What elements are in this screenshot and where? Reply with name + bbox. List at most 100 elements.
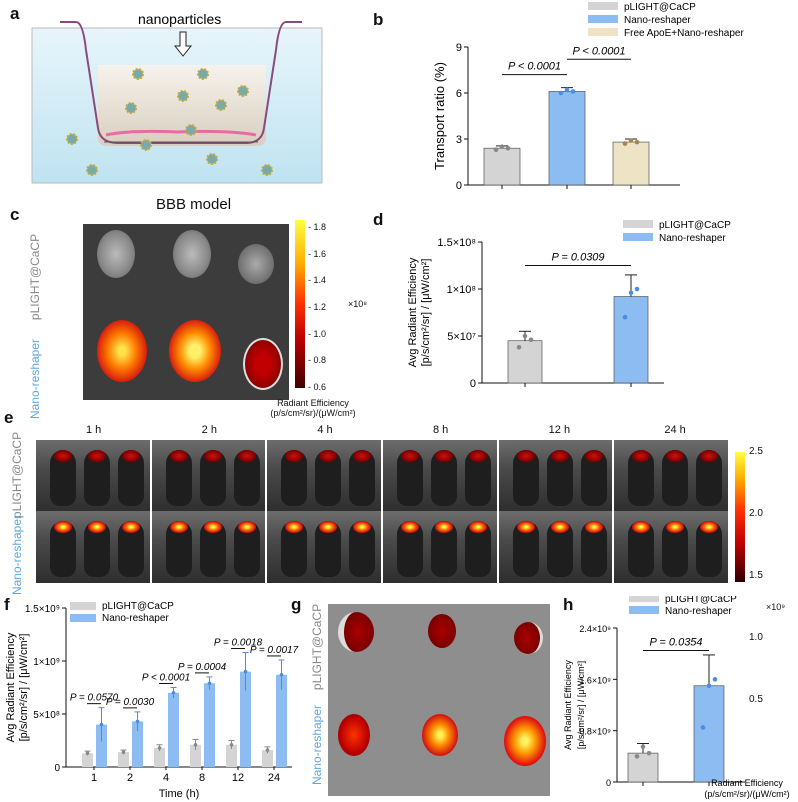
fluorescence-spot [285, 521, 304, 533]
colorbar-h-label-line2: (p/s/cm²/sr)/(μW/cm²) [704, 789, 789, 799]
y-tick-label: 5×10⁷ [447, 331, 476, 343]
pvalue-label: P = 0.0017 [250, 645, 299, 656]
x-tick-label: 2 [127, 772, 133, 784]
data-point [646, 750, 652, 756]
colorbar-c-tick: - 1.4 [308, 275, 327, 286]
panel-label-c: c [10, 205, 20, 224]
fluorescence-spot [550, 450, 569, 462]
bar [154, 747, 165, 767]
data-point [634, 139, 640, 145]
data-point [622, 314, 628, 320]
data-point [85, 751, 90, 756]
legend-swatch [588, 2, 618, 10]
data-point [193, 742, 198, 747]
x-tick-label: 4 [163, 772, 169, 784]
fluorescence-spot [203, 450, 222, 462]
y-axis-label-line1: Avg Radiant Efficiency [407, 257, 419, 367]
fluorescence-spot [54, 521, 72, 533]
y-axis-label-line2: [p/s/cm²/sr] / [μW/cm²] [420, 259, 432, 367]
mouse-image-cell [267, 511, 383, 583]
brain-hot-3 [243, 338, 283, 390]
colorbar-c [295, 220, 305, 388]
time-label: 12 h [548, 424, 571, 436]
colorbar-c-tick: - 1.8 [308, 222, 327, 232]
bar [190, 744, 201, 767]
legend-swatch [629, 606, 659, 614]
colorbar-c-unit: ×10⁸ [348, 299, 368, 309]
colorbar-c-tick: - 1.0 [308, 328, 327, 339]
y-tick-label: 3 [456, 134, 462, 146]
time-label: 4 h [317, 424, 333, 436]
fluorescence-spot [632, 521, 651, 533]
y-tick-label: 0.8×10⁹ [579, 727, 611, 737]
colorbar-c-label-line2: (p/s/cm²/sr)/(μW/cm²) [270, 408, 356, 418]
mouse-image-cell [151, 511, 268, 583]
x-axis-label: Time (h) [159, 788, 200, 800]
panel-e-row2-images [36, 511, 730, 583]
chart-f: 0 5×10⁸ 1×10⁹ 1.5×10⁹ Avg Radiant Efficiency… [5, 601, 299, 800]
fluorescence-spot [632, 450, 651, 462]
legend-swatch [623, 233, 653, 241]
bar [226, 744, 237, 767]
data-point [516, 344, 522, 350]
fluorescence-spot [435, 521, 453, 533]
chart-h: 0 0.8×10⁹ 1.6×10⁹ 2.4×10⁹ Avg Radiant Effici… [563, 596, 790, 799]
mouse-image-cell [267, 440, 383, 512]
fluorescence-spot [169, 450, 188, 462]
pvalue-label: P < 0.0001 [142, 673, 190, 684]
colorbar-c-tick: - 0.6 [308, 382, 327, 392]
fluorescence-spot [353, 450, 372, 462]
x-tick-label: 1 [91, 772, 97, 784]
fluorescence-spot [700, 450, 719, 462]
y-tick-label: 0 [470, 378, 476, 390]
y-axis-label-line1: Avg Radiant Efficiency [563, 660, 573, 750]
data-point [700, 725, 706, 730]
data-point [243, 669, 248, 674]
bar [96, 724, 107, 767]
y-tick-label: 0 [456, 180, 462, 192]
time-label: 2 h [201, 424, 217, 436]
data-point [99, 722, 104, 727]
data-point [628, 138, 634, 143]
data-point [640, 744, 646, 750]
legend-label: pLIGHT@CaCP [102, 601, 174, 612]
legend-label: pLIGHT@CaCP [624, 2, 696, 13]
brain-gray-1 [97, 230, 135, 278]
legend-label: pLIGHT@CaCP [665, 596, 737, 605]
panel-g-row-labels: pLIGHT@CaCP Nano-reshaper [308, 598, 328, 798]
y-tick-label: 1×10⁸ [447, 284, 476, 296]
mouse-image-cell [498, 511, 615, 583]
legend-label: Nano-reshaper [665, 606, 732, 617]
mouse-image-cell [614, 440, 730, 512]
panel-e-row-labels: pLIGHT@CaCP Nano-reshaper [0, 424, 30, 595]
brain-hot-2 [169, 320, 221, 382]
colorbar-c-label-line1: Radiant Efficiency [277, 398, 349, 408]
data-point [528, 337, 534, 343]
y-axis-label-line1: Avg Radiant Efficiency [5, 632, 17, 742]
y-tick-label: 1.5×10⁸ [437, 237, 476, 249]
bar [118, 752, 129, 767]
colorbar-c-tick: - 0.8 [308, 355, 327, 366]
panel-c-row-labels: pLIGHT@CaCP Nano-reshaper [26, 222, 42, 419]
y-tick-label: 9 [456, 42, 462, 54]
fluorescence-spot [169, 521, 188, 533]
y-tick-label: 2.4×10⁹ [579, 624, 611, 634]
colorbar-c-ticks: - 1.8 - 1.6 - 1.4 - 1.2 - 1.0 - 0.8 - 0.6 [308, 222, 348, 392]
y-tick-label: 0 [606, 778, 611, 788]
panel-e-row1-images [36, 440, 730, 512]
bar [168, 692, 179, 767]
data-point [493, 147, 499, 153]
fluorescence-spot [319, 450, 338, 462]
panel-label-f: f [4, 595, 10, 614]
legend-swatch [70, 614, 96, 622]
colorbar-e [735, 452, 745, 582]
brain-g-4 [338, 714, 370, 756]
fluorescence-spot [237, 521, 256, 533]
panel-label-h: h [563, 595, 574, 614]
pvalue-label: P = 0.0309 [551, 252, 604, 264]
colorbar-h-label-line1: Radiant Efficiency [711, 778, 783, 788]
legend-swatch [629, 596, 659, 602]
fluorescence-spot [516, 521, 535, 533]
fluorescence-spot [319, 521, 338, 533]
panel-label-e: e [4, 408, 14, 427]
